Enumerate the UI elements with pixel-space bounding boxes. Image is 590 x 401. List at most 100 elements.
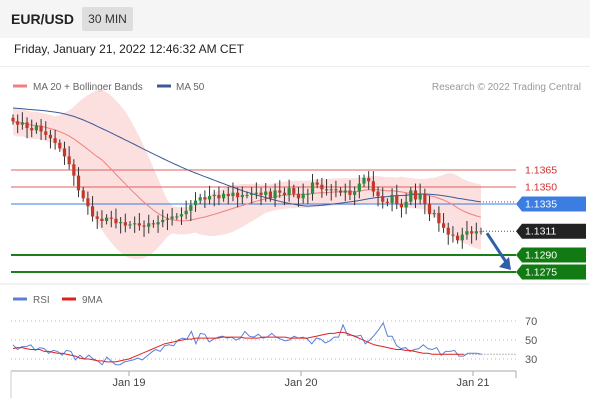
candle-body	[198, 197, 202, 201]
candle-body	[376, 191, 380, 197]
candle-body	[165, 218, 170, 220]
x-tick-label: Jan 20	[284, 377, 317, 389]
price-tag-text-1.1290: 1.1290	[525, 250, 557, 262]
price-tag-1.1275	[516, 264, 586, 280]
candle-body	[170, 216, 174, 219]
candle-body	[119, 222, 123, 224]
candle-body	[254, 192, 258, 194]
candle-body	[105, 217, 109, 221]
candle-body	[427, 204, 432, 215]
legend-label-ma20: MA 20 + Bollinger Bands	[33, 82, 143, 93]
candle-body	[320, 184, 324, 190]
candle-body	[268, 191, 272, 199]
legend-swatch-ma50	[157, 84, 171, 88]
bollinger-band	[13, 89, 481, 260]
level-lines-layer	[11, 169, 516, 273]
candle-body	[357, 183, 361, 192]
candle-body	[409, 190, 413, 202]
candle-body	[343, 190, 347, 193]
candle-body	[413, 190, 418, 200]
x-tick-label: Jan 21	[456, 377, 489, 389]
price-labels-layer: 1.1365 1.1350 1.1335 1.1290 1.1275 1.1311	[483, 165, 586, 280]
timeframe-button[interactable]: 30 MIN	[82, 7, 133, 31]
candle-body	[446, 227, 450, 235]
candle-body	[123, 222, 127, 226]
candle-body	[301, 193, 305, 199]
candle-body	[62, 148, 67, 157]
price-tag-text-1.1311: 1.1311	[525, 226, 556, 238]
main-legend: MA 20 + Bollinger Bands MA 50	[13, 82, 205, 93]
candle-body	[16, 121, 20, 125]
candle-body	[53, 138, 57, 143]
candle-body	[437, 213, 441, 224]
chart-credit: Research © 2022 Trading Central	[432, 82, 581, 93]
candle-body	[451, 234, 455, 236]
candle-body	[381, 196, 385, 202]
rsi-panel: 70 50 30	[11, 316, 537, 366]
candle-body	[217, 194, 221, 199]
candle-body	[460, 234, 464, 241]
candle-body	[390, 194, 394, 203]
candle-body	[184, 210, 188, 215]
forecast-arrow-head	[499, 257, 511, 270]
candle-body	[470, 231, 474, 234]
candle-body	[264, 191, 268, 195]
candle-body	[441, 223, 446, 228]
candle-body	[147, 223, 151, 227]
candle-body	[404, 201, 408, 208]
price-tag-1.1335	[516, 196, 586, 212]
price-tag-1.1290	[516, 247, 586, 263]
rsi-line	[12, 321, 482, 366]
candle-body	[324, 189, 329, 191]
candle-body	[353, 191, 357, 195]
candle-body	[48, 134, 53, 139]
candle-body	[231, 192, 235, 197]
chart-datetime: Friday, January 21, 2022 12:46:32 AM CET	[14, 42, 244, 56]
level-label-1.1365: 1.1365	[525, 165, 557, 177]
candle-body	[114, 218, 118, 224]
candle-body	[362, 177, 366, 184]
candle-body	[282, 192, 287, 195]
candle-body	[418, 193, 422, 200]
candle-body	[179, 214, 184, 217]
rsi-legend: RSI 9MA	[13, 295, 103, 306]
legend-swatch-ma20	[13, 84, 27, 88]
candle-body	[90, 206, 95, 217]
candle-body	[385, 201, 389, 203]
candle-body	[128, 224, 132, 226]
candle-body	[39, 125, 43, 132]
candle-body	[278, 190, 282, 193]
candle-body	[193, 200, 198, 206]
candle-body	[329, 189, 333, 191]
candle-body	[371, 181, 375, 192]
rsi-tick-30: 30	[525, 354, 537, 366]
candle-body	[334, 189, 338, 191]
candles-layer	[11, 112, 483, 249]
candle-body	[432, 213, 436, 215]
candle-body	[109, 217, 113, 219]
candle-body	[137, 223, 141, 226]
candle-body	[67, 156, 71, 165]
candle-body	[367, 177, 371, 182]
candle-body	[133, 223, 137, 225]
candle-body	[395, 194, 399, 204]
level-label-1.1350: 1.1350	[525, 182, 557, 194]
candle-body	[34, 125, 38, 131]
price-tag-text-1.1275: 1.1275	[525, 267, 557, 279]
candle-body	[226, 193, 230, 197]
ma20-line	[12, 120, 482, 222]
candle-body	[236, 192, 240, 198]
candle-body	[189, 205, 193, 211]
candle-body	[100, 218, 104, 221]
candle-body	[306, 193, 310, 195]
candle-body	[175, 216, 179, 218]
candle-body	[292, 188, 296, 194]
candle-body	[479, 231, 483, 233]
candle-body	[222, 193, 226, 199]
candle-body	[348, 190, 352, 195]
rsi-tick-50: 50	[525, 335, 537, 347]
header-bar: EUR/USD 30 MIN	[0, 0, 590, 38]
candle-body	[315, 182, 319, 185]
candle-body	[25, 122, 29, 129]
